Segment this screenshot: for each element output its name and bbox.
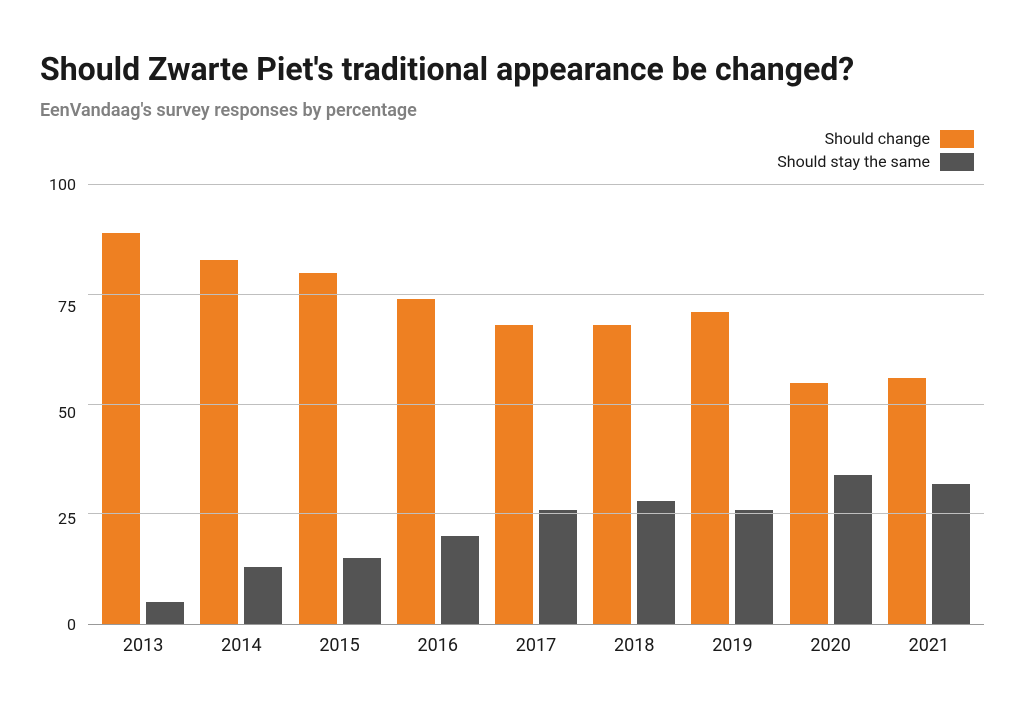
x-tick-label: 2015 [290,635,388,656]
bars-container [88,185,984,624]
chart-plot-area: 1007550250 [40,185,984,625]
chart-legend: Should change Should stay the same [40,129,984,171]
y-tick-label: 50 [58,405,76,421]
legend-label: Should stay the same [777,152,930,171]
legend-swatch [940,130,974,148]
bar [343,558,381,624]
bar [637,501,675,624]
x-tick-label: 2020 [782,635,880,656]
bar [200,260,238,624]
x-tick-label: 2019 [683,635,781,656]
chart-title: Should Zwarte Piet's traditional appeara… [40,50,984,88]
y-tick-label: 0 [67,617,76,633]
bar [593,325,631,624]
x-axis: 201320142015201620172018201920202021 [88,625,984,656]
y-tick-label: 100 [49,177,76,193]
bar-group [487,185,585,624]
bar-group [192,185,290,624]
bar [102,233,140,624]
bar [790,383,828,624]
chart-subtitle: EenVandaag's survey responses by percent… [40,100,984,121]
bar [299,273,337,624]
gridline [88,184,984,185]
y-tick-label: 25 [58,511,76,527]
bar-group [94,185,192,624]
bar-group [389,185,487,624]
bar-group [683,185,781,624]
y-tick-label: 75 [58,299,76,315]
legend-label: Should change [825,129,930,148]
bar [888,378,926,624]
bar [441,536,479,624]
x-tick-label: 2013 [94,635,192,656]
bar [932,484,970,624]
legend-item: Should stay the same [777,152,974,171]
bar [397,299,435,624]
x-tick-label: 2016 [389,635,487,656]
gridline [88,404,984,405]
bar-group [880,185,978,624]
bar [495,325,533,624]
legend-swatch [940,153,974,171]
gridline [88,294,984,295]
x-tick-label: 2017 [487,635,585,656]
legend-item: Should change [825,129,974,148]
bar [539,510,577,624]
gridline [88,513,984,514]
y-axis: 1007550250 [40,185,88,625]
bar [834,475,872,624]
bar [691,312,729,624]
x-tick-label: 2014 [192,635,290,656]
x-tick-label: 2018 [585,635,683,656]
plot [88,185,984,625]
x-tick-label: 2021 [880,635,978,656]
bar-group [782,185,880,624]
bar [146,602,184,624]
bar-group [585,185,683,624]
bar-group [290,185,388,624]
bar [735,510,773,624]
bar [244,567,282,624]
